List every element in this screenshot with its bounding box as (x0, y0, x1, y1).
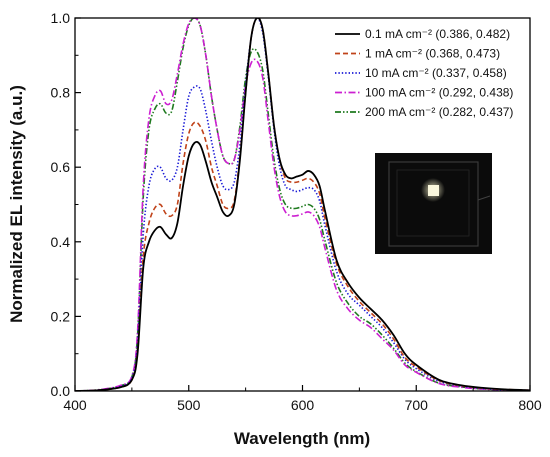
legend-entry-label: 100 mA cm⁻² (0.292, 0.438) (365, 86, 513, 100)
device-substrate-inner (396, 169, 470, 237)
x-tick-label: 700 (405, 397, 429, 413)
legend-entry-label: 10 mA cm⁻² (0.337, 0.458) (365, 66, 507, 80)
x-tick-label: 500 (177, 397, 201, 413)
series-line-4 (75, 18, 530, 391)
x-tick-label: 600 (291, 397, 315, 413)
legend-entry-label: 1 mA cm⁻² (0.368, 0.473) (365, 47, 500, 61)
device-substrate-outline (388, 161, 479, 247)
y-axis-label: Normalized EL intensity (a.u.) (7, 85, 26, 323)
y-tick-label: 0.6 (51, 159, 71, 175)
legend-entry-label: 200 mA cm⁻² (0.282, 0.437) (365, 105, 513, 119)
device-contact-line (477, 195, 491, 201)
device-photo-background (375, 153, 492, 254)
x-axis-ticks: 400 500 600 700 800 (63, 385, 542, 413)
legend-entry-label: 0.1 mA cm⁻² (0.386, 0.482) (365, 27, 510, 41)
y-tick-label: 0.2 (51, 308, 71, 324)
y-tick-label: 0.8 (51, 85, 71, 101)
y-axis-ticks: 0.0 0.2 0.4 0.6 0.8 1.0 (51, 10, 81, 399)
series-line-3 (75, 18, 530, 391)
device-emitting-pixel (428, 185, 439, 196)
device-photo-inset (375, 153, 492, 254)
x-tick-label: 800 (518, 397, 542, 413)
legend: 0.1 mA cm⁻² (0.386, 0.482) 1 mA cm⁻² (0.3… (335, 27, 513, 119)
x-axis-label: Wavelength (nm) (234, 429, 370, 448)
y-tick-label: 0.4 (51, 234, 71, 250)
x-tick-label: 400 (63, 397, 87, 413)
series-line-5 (75, 18, 530, 391)
y-tick-label: 1.0 (51, 10, 71, 26)
y-tick-label: 0.0 (51, 383, 71, 399)
